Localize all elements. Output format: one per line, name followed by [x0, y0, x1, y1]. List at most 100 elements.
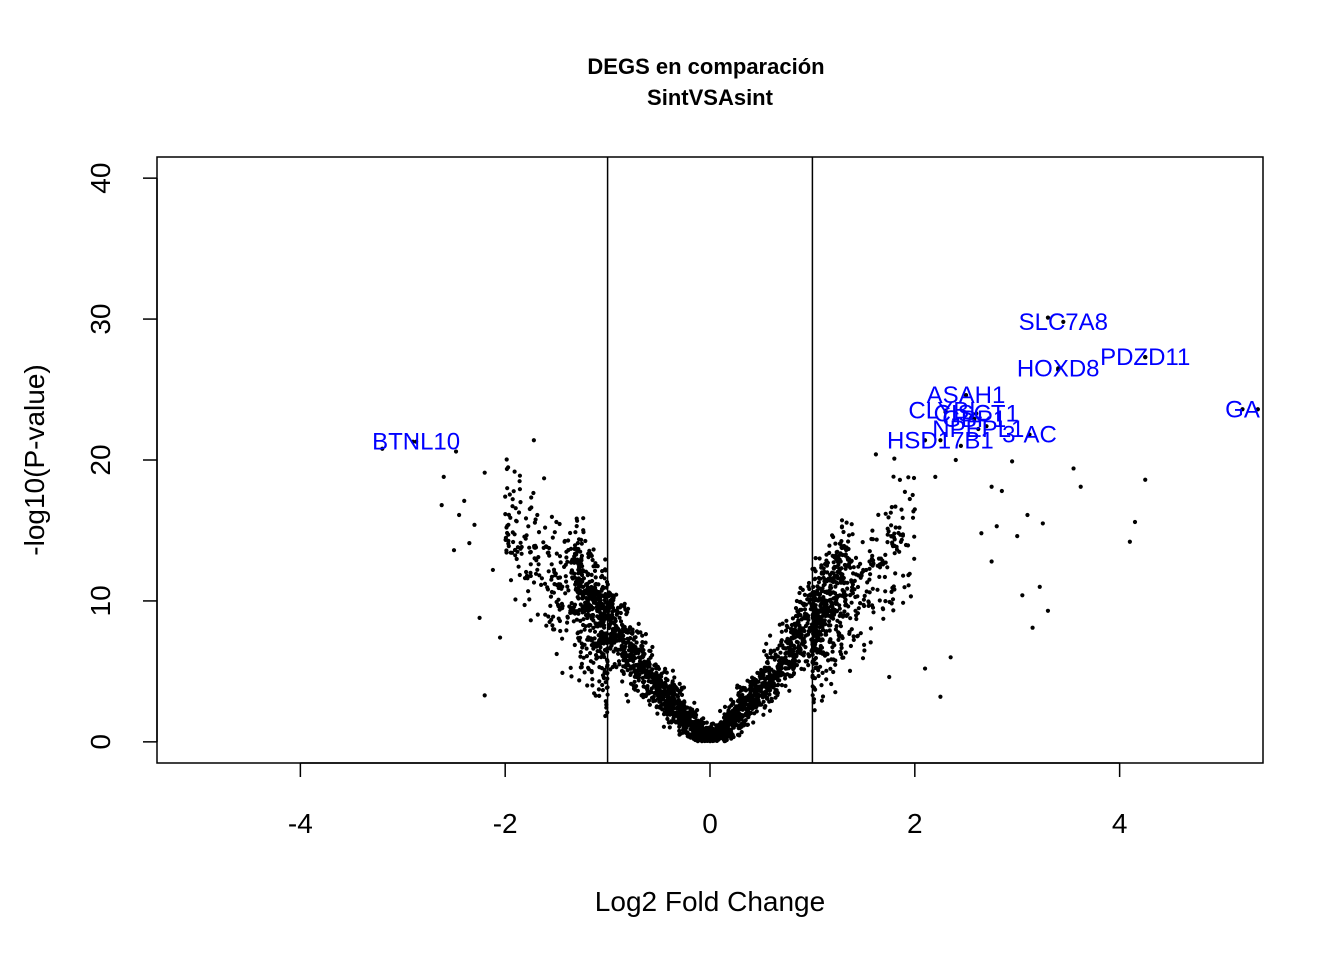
gene-label-hsd17b1: HSD17B1	[887, 427, 994, 454]
y-tick-label: 0	[85, 734, 116, 750]
data-point-3	[453, 449, 459, 454]
gene-label-slc7a8: SLC7A8	[1019, 309, 1108, 336]
x-tick-label: 2	[907, 808, 923, 839]
data-point-46	[1015, 534, 1020, 539]
labeled-gene-point-7	[943, 408, 948, 413]
data-point-51	[1020, 593, 1025, 598]
gene-label-cisct1: CISCT1	[934, 400, 1019, 427]
data-point-37	[1143, 477, 1148, 482]
data-point-9	[472, 522, 477, 527]
data-point-15	[497, 635, 503, 640]
y-axis-title: -log10(P-value)	[19, 364, 50, 555]
data-point-39	[1127, 539, 1132, 544]
gene-label-npepl1: NPEPL1	[932, 416, 1024, 443]
x-axis: -4 -2 0 2 4	[288, 762, 1128, 839]
data-point-2	[410, 439, 416, 444]
data-point-61	[897, 525, 902, 530]
data-point-62	[912, 507, 917, 512]
data-point-28	[1255, 407, 1260, 412]
plot-frame	[156, 156, 1264, 764]
data-point-59	[892, 456, 897, 461]
data-point-12	[439, 502, 444, 508]
data-point-40	[1025, 512, 1030, 518]
data-point-38	[1132, 519, 1138, 525]
data-point-32	[984, 424, 989, 429]
chart-subtitle: SintVSAsint	[647, 85, 774, 110]
data-point-48	[979, 531, 984, 536]
data-point-41	[1040, 521, 1045, 526]
data-point-42	[953, 457, 958, 463]
gene-label-hoxd8: HOXD8	[1017, 355, 1100, 382]
gene-labels: BTNL10 SLC7A8 HOXD8 PDZD11 GA ASAH1CLYBLGBP1C…	[372, 309, 1260, 456]
data-point-25	[1045, 315, 1051, 320]
labeled-gene-point-12	[1027, 432, 1032, 437]
labeled-gene-point-1	[413, 439, 419, 444]
data-point-24	[467, 541, 472, 546]
data-point-22	[477, 615, 482, 620]
data-point-17	[490, 567, 495, 573]
data-point-1	[380, 446, 385, 451]
data-point-57	[887, 674, 892, 680]
gene-label-pdzd11: PDZD11	[1100, 344, 1190, 371]
x-tick-label: -4	[288, 808, 313, 839]
x-tick-label: 0	[702, 808, 718, 839]
data-point-60	[958, 443, 963, 449]
labeled-gene-point-5	[1240, 407, 1245, 412]
data-point-50	[1037, 584, 1042, 589]
gene-label-3-ac: 3-AC	[1002, 422, 1057, 449]
x-axis-title: Log2 Fold Change	[595, 886, 825, 917]
data-point-52	[1030, 625, 1035, 630]
chart-title: DEGS en comparación	[587, 54, 824, 79]
data-point-18	[518, 546, 523, 551]
y-axis: 0 10 20 30 40	[85, 163, 158, 750]
gene-point-cloud-marks	[503, 457, 917, 744]
data-point-34	[1010, 459, 1015, 464]
data-point-56	[922, 666, 928, 671]
labeled-gene-point-11	[938, 438, 943, 443]
data-point-47	[994, 524, 999, 529]
data-point-44	[989, 484, 994, 489]
data-point-23	[562, 539, 567, 544]
data-point-54	[938, 694, 943, 699]
outlier-points	[380, 315, 1260, 699]
gene-label-asah1: ASAH1	[927, 382, 1006, 409]
gene-label-ga: GA	[1225, 396, 1260, 423]
data-point-53	[989, 559, 994, 564]
data-point-7	[462, 498, 467, 503]
gene-label-clybl: CLYBL	[908, 398, 982, 425]
data-point-63	[876, 556, 882, 561]
data-point-36	[1078, 484, 1083, 489]
y-tick-label: 30	[85, 303, 116, 334]
data-point-20	[528, 562, 533, 567]
data-point-19	[554, 519, 559, 525]
data-point-16	[508, 515, 513, 520]
data-point-4	[441, 474, 446, 480]
labeled-gene-point-10	[976, 426, 981, 432]
x-tick-label: 4	[1112, 808, 1128, 839]
gene-label-gbp1: GBP1	[942, 406, 1006, 433]
data-point-43	[933, 474, 938, 480]
data-point-5	[482, 470, 487, 475]
labeled-gene-point-6	[963, 393, 969, 398]
gene-point-cloud	[503, 457, 917, 744]
data-point-55	[948, 655, 953, 660]
gene-label-btnl10: BTNL10	[372, 429, 460, 456]
data-point-6	[531, 438, 536, 443]
y-tick-label: 40	[85, 163, 116, 194]
data-point-45	[999, 488, 1004, 494]
labeled-gene-point-2	[1061, 319, 1066, 324]
y-tick-label: 20	[85, 444, 116, 475]
data-point-10	[503, 494, 508, 499]
data-point-11	[542, 476, 547, 481]
labeled-gene-point-3	[1056, 366, 1061, 371]
data-point-14	[451, 548, 457, 553]
data-point-33	[922, 438, 928, 443]
data-point-8	[457, 512, 462, 518]
labeled-gene-point-9	[974, 411, 979, 416]
data-point-58	[873, 452, 879, 457]
labeled-gene-point-4	[1143, 355, 1148, 360]
labeled-gene-point-8	[972, 417, 977, 422]
data-point-35	[1071, 466, 1076, 471]
data-point-21	[513, 597, 518, 602]
